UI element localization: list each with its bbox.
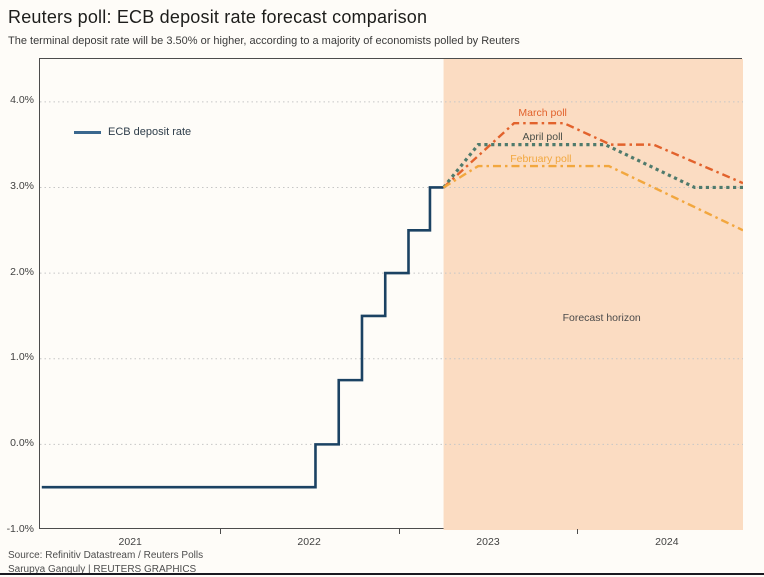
- legend-label: ECB deposit rate: [108, 126, 192, 138]
- y-tick-label-4.0%: 4.0%: [10, 94, 34, 107]
- plot-area: ECB deposit rate March poll April poll Feb…: [39, 58, 743, 530]
- series-line-march-poll: [442, 122, 743, 189]
- forecast-region: [443, 59, 743, 530]
- page-subtitle: The terminal deposit rate will be 3.50% …: [8, 35, 520, 47]
- plot-svg: [40, 59, 743, 530]
- series-line-february-poll: [442, 164, 743, 232]
- x-tick-2023: [398, 529, 400, 534]
- y-tick-label--1.0%: -1.0%: [6, 522, 34, 535]
- y-tick-label-2.0%: 2.0%: [10, 265, 34, 278]
- y-tick-label-3.0%: 3.0%: [10, 179, 34, 192]
- x-tick-2022: [219, 529, 221, 534]
- footer-source: Source: Refinitiv Datastream / Reuters P…: [8, 550, 204, 561]
- y-tick-label-0.0%: 0.0%: [10, 436, 34, 449]
- x-tick-label-2022: 2022: [297, 536, 321, 548]
- series-line-ecb-deposit-rate: [41, 186, 444, 489]
- x-tick-label-2023: 2023: [476, 536, 500, 548]
- page-title: Reuters poll: ECB deposit rate forecast …: [8, 7, 428, 27]
- series-label-march-poll: March poll: [518, 106, 567, 119]
- y-axis: 4.0% 3.0% 2.0% 1.0% 0.0% -1.0%: [0, 0, 36, 577]
- x-tick-2024: [577, 529, 579, 534]
- y-tick-label-1.0%: 1.0%: [10, 351, 34, 364]
- series-label-february-poll: February poll: [510, 153, 572, 166]
- x-tick-label-2021: 2021: [118, 536, 142, 548]
- series-label-april-poll: April poll: [522, 130, 563, 143]
- forecast-horizon-label: Forecast horizon: [562, 311, 641, 324]
- footer-credit: Sarupya Ganguly | REUTERS GRAPHICS: [8, 564, 197, 575]
- bottom-rule: [0, 573, 764, 575]
- x-axis: 2021 2022 2023 2024: [0, 529, 764, 553]
- series-line-april-poll: [442, 143, 743, 190]
- legend-line-swatch: [74, 130, 101, 134]
- x-tick-label-2024: 2024: [655, 536, 679, 548]
- legend: ECB deposit rate: [74, 126, 191, 138]
